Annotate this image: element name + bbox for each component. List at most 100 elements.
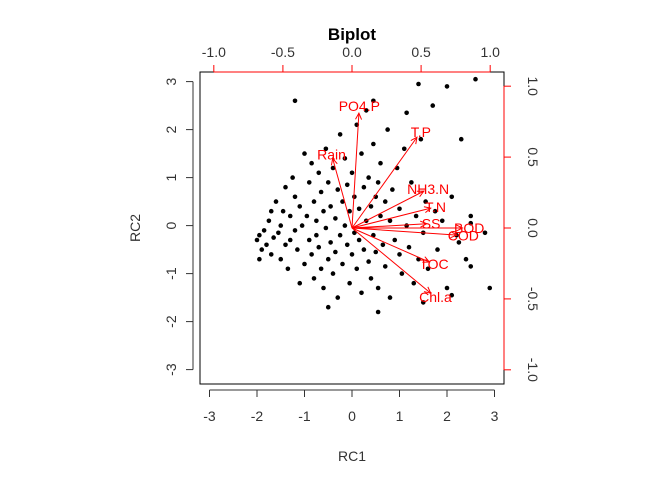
loading-arrowhead <box>450 231 459 239</box>
loading-arrow <box>351 190 425 229</box>
data-point <box>278 223 284 228</box>
loading-arrow <box>351 227 458 236</box>
data-point <box>373 249 379 255</box>
data-point <box>382 264 388 269</box>
data-point <box>323 146 329 152</box>
right-tick-label: -1.0 <box>525 358 541 382</box>
data-point <box>392 237 398 243</box>
data-point <box>321 208 326 214</box>
data-point <box>409 180 414 185</box>
data-point <box>366 259 371 264</box>
x-axis-label: RC1 <box>338 448 366 464</box>
data-point <box>375 180 381 185</box>
data-point <box>378 213 383 219</box>
data-point <box>276 230 281 236</box>
data-point <box>311 276 317 281</box>
loading-label: PO4.P <box>339 98 380 114</box>
data-point <box>349 252 355 257</box>
x-tick-label: 0 <box>348 408 356 424</box>
data-point <box>413 213 419 219</box>
data-point <box>266 218 272 224</box>
data-point <box>468 264 474 269</box>
data-point <box>411 280 417 286</box>
data-point <box>361 247 367 252</box>
data-point <box>309 160 314 166</box>
data-point <box>318 189 324 195</box>
data-point <box>314 218 319 224</box>
data-point <box>487 285 493 291</box>
data-point <box>401 146 407 152</box>
data-point <box>304 213 310 219</box>
data-point <box>347 208 352 214</box>
data-point <box>316 170 322 176</box>
data-point <box>299 223 305 228</box>
data-point <box>449 292 455 298</box>
data-point <box>271 235 276 240</box>
data-point <box>306 180 312 185</box>
data-point <box>254 237 260 243</box>
loading-label: NH3.N <box>407 181 449 197</box>
data-point <box>354 266 360 272</box>
data-point <box>380 242 386 248</box>
y-tick-label: 3 <box>163 77 179 85</box>
data-point <box>302 151 307 156</box>
data-point <box>359 151 364 156</box>
data-point <box>283 184 288 190</box>
data-point <box>328 240 333 245</box>
data-point <box>306 237 312 243</box>
data-point <box>349 170 355 176</box>
data-point <box>314 232 319 238</box>
y-tick-label: 1 <box>163 173 179 181</box>
y-tick-label: 2 <box>163 125 179 133</box>
loading-arrow <box>351 113 360 229</box>
data-point <box>333 249 338 255</box>
loading-label: COD <box>448 228 479 244</box>
data-point <box>259 247 265 252</box>
top-tick-label: -1.0 <box>202 44 226 60</box>
data-point <box>333 216 338 221</box>
data-point <box>420 300 426 305</box>
data-point <box>366 175 371 180</box>
right-tick-label: 0.5 <box>525 147 541 167</box>
loading-arrowhead <box>456 224 464 232</box>
data-point <box>268 208 274 214</box>
data-point <box>295 247 300 252</box>
data-point <box>328 204 333 209</box>
data-point <box>361 184 367 190</box>
data-point <box>399 271 405 276</box>
data-point <box>268 252 274 257</box>
loading-label: T.P <box>411 124 431 140</box>
data-point <box>378 160 383 166</box>
data-point <box>257 232 262 238</box>
data-point <box>359 290 364 296</box>
data-point <box>397 206 402 212</box>
data-point <box>309 252 314 257</box>
loading-arrowhead <box>419 220 428 228</box>
data-point <box>482 230 488 236</box>
data-point <box>337 232 343 238</box>
data-point <box>444 285 450 291</box>
data-point <box>344 182 350 188</box>
loading-arrow <box>351 136 418 229</box>
x-tick-label: 3 <box>491 408 499 424</box>
data-point <box>323 225 329 231</box>
loading-arrowhead <box>330 157 338 166</box>
axes: -3 -2 -1 0 1 2 3 -3 -2 -1 0 1 2 3 -1.0 -0.5 0.0 0.5 1.0 -1.… <box>163 44 541 424</box>
data-point <box>375 285 381 291</box>
data-point <box>368 276 374 281</box>
chart-title: Biplot <box>328 25 376 44</box>
data-point <box>278 256 284 262</box>
data-point <box>335 187 341 192</box>
data-point <box>257 256 262 262</box>
data-point <box>287 237 293 243</box>
y-tick-label: -3 <box>163 363 179 376</box>
x-tick-label: -3 <box>203 408 216 424</box>
data-point <box>356 206 362 212</box>
data-point <box>368 204 374 209</box>
data-point <box>347 280 352 286</box>
data-point <box>390 187 395 192</box>
data-point <box>330 271 336 276</box>
data-point <box>287 213 293 219</box>
x-tick-label: -1 <box>298 408 311 424</box>
